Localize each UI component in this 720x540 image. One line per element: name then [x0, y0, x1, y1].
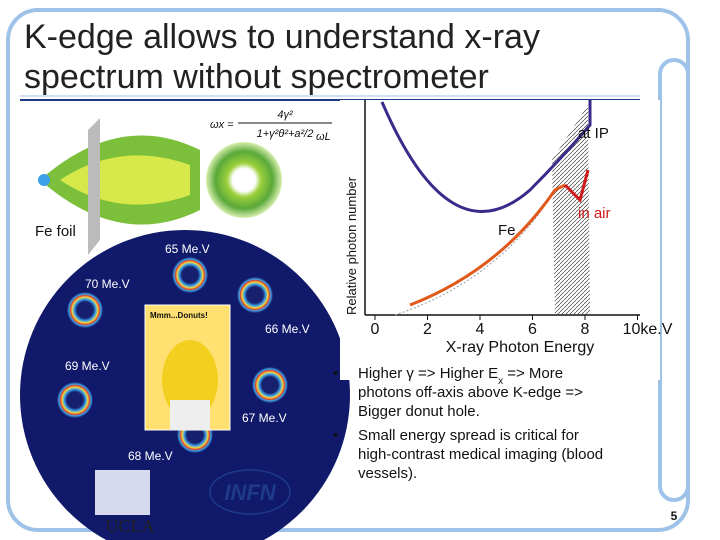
label: Fe foil [35, 223, 76, 240]
x-tick-label: 4 [476, 321, 485, 338]
annotation: in air [578, 205, 611, 222]
donut [57, 382, 93, 418]
infn-logo [209, 469, 291, 515]
bullet-text: photons off-axis above K-edge => [358, 384, 583, 401]
text-run: x [498, 376, 503, 387]
donut [67, 292, 103, 328]
bullet-dot: • [333, 427, 338, 444]
ucla-logo-image [95, 470, 150, 515]
bullet-text: Higher γ => Higher Ex => More [358, 365, 563, 387]
plot-bg [340, 100, 660, 380]
annotation: at IP [578, 125, 609, 142]
energy-label: 67 Me.V [242, 411, 287, 425]
text-run: => More [503, 365, 563, 382]
donut-image [206, 142, 282, 218]
page-number: 5 [671, 509, 678, 523]
formula: 4γ² [277, 109, 293, 121]
curve-in-air [563, 169, 590, 203]
x-tick-label: 8 [581, 321, 590, 338]
text-run: Higher γ => Higher E [358, 365, 498, 382]
x-axis-label: X-ray Photon Energy [446, 339, 595, 356]
electron [38, 174, 50, 186]
curve-at-ip [380, 100, 592, 213]
x-tick-label: 10ke.V [623, 321, 673, 338]
curve-in-air [409, 183, 566, 307]
x-tick-label: 0 [371, 321, 380, 338]
title: spectrum without spectrometer [24, 58, 489, 96]
frame-side [658, 58, 690, 502]
donut [252, 367, 288, 403]
foil [88, 118, 100, 255]
homer-shirt [170, 400, 210, 430]
y-axis-label: Relative photon number [344, 176, 359, 315]
x-tick-label: 2 [423, 321, 432, 338]
annotation: Fe [498, 222, 516, 239]
title: K-edge allows to understand x-ray [24, 18, 540, 56]
logo: INFN [224, 480, 276, 505]
donut [237, 277, 273, 313]
bullet-text: Small energy spread is critical for [358, 427, 579, 444]
energy-label: 65 Me.V [165, 242, 210, 256]
energy-label: 68 Me.V [128, 449, 173, 463]
x-tick-label: 6 [528, 321, 537, 338]
energy-label: 70 Me.V [85, 277, 130, 291]
logo: UCLA [106, 516, 155, 536]
bullet-text: vessels). [358, 465, 417, 482]
formula: 1+γ²θ²+a²/2 [257, 128, 314, 140]
energy-label: 69 Me.V [65, 359, 110, 373]
bullet-text: high-contrast medical imaging (blood [358, 446, 603, 463]
energy-label: 66 Me.V [265, 322, 310, 336]
caption: Mmm...Donuts! [150, 311, 208, 320]
formula: ωL [316, 131, 331, 143]
formula: ωx = [210, 119, 234, 131]
donut [172, 257, 208, 293]
bullet-text: Bigger donut hole. [358, 403, 480, 420]
x-ticks: 0 2 4 6 8 10ke.V [371, 315, 673, 338]
bullet-dot: • [333, 365, 338, 382]
